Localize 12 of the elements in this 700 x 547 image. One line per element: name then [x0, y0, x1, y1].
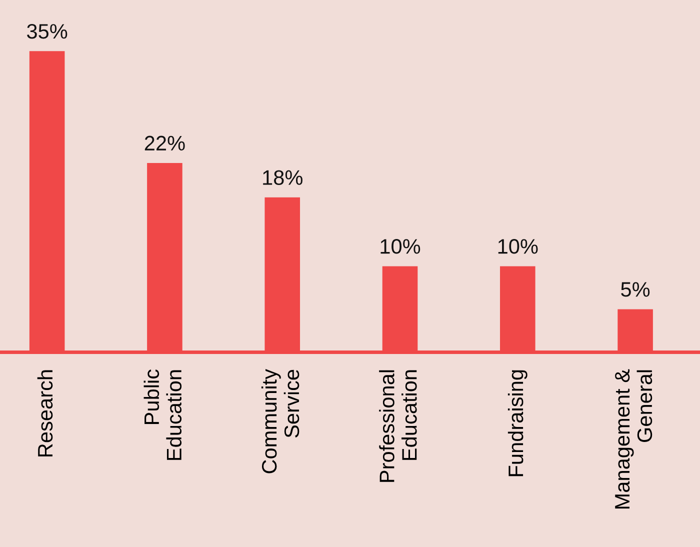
data-label: 22% [144, 136, 185, 150]
data-label: 5% [621, 282, 650, 297]
x-tick-label: Fundraising [508, 370, 528, 476]
x-tick-label: Research [37, 370, 53, 456]
data-label: 18% [263, 170, 302, 185]
x-tick-label: Community Service [261, 368, 300, 474]
x-tick-label: Professional Education [379, 370, 417, 482]
x-tick-label: Public Education [144, 369, 182, 460]
x-tick-label: Management & General [615, 369, 652, 508]
data-label: 10% [380, 239, 420, 254]
data-label: 35% [27, 24, 68, 39]
data-label: 10% [498, 239, 538, 254]
